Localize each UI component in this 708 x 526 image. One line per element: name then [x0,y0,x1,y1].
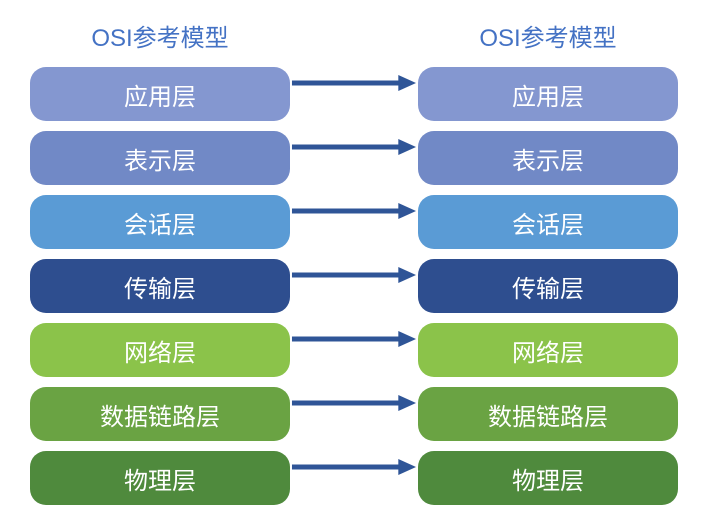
right-layer-3: 传输层 [418,259,678,313]
left-layer-0: 应用层 [30,67,290,121]
right-layer-label-4: 网络层 [512,333,584,368]
right-layer-2: 会话层 [418,195,678,249]
right-layer-label-1: 表示层 [512,141,584,176]
right-layer-label-5: 数据链路层 [488,397,608,432]
right-layer-label-0: 应用层 [512,77,584,112]
left-column: OSI参考模型 应用层表示层会话层传输层网络层数据链路层物理层 [30,18,290,515]
arrow-icon [290,73,418,93]
arrow-3 [290,248,418,302]
arrow-1 [290,120,418,174]
arrow-2 [290,184,418,238]
left-layer-2: 会话层 [30,195,290,249]
left-layer-label-3: 传输层 [124,269,196,304]
left-layer-label-1: 表示层 [124,141,196,176]
left-title: OSI参考模型 [30,18,290,53]
arrow-5 [290,376,418,430]
left-layer-6: 物理层 [30,451,290,505]
arrows-column [290,56,418,504]
right-layer-6: 物理层 [418,451,678,505]
left-layer-label-6: 物理层 [124,461,196,496]
left-layer-5: 数据链路层 [30,387,290,441]
left-layer-label-4: 网络层 [124,333,196,368]
left-layer-label-2: 会话层 [124,205,196,240]
arrow-icon [290,393,418,413]
right-layer-label-2: 会话层 [512,205,584,240]
left-layer-3: 传输层 [30,259,290,313]
right-layer-label-6: 物理层 [512,461,584,496]
left-layer-label-0: 应用层 [124,77,196,112]
right-layer-1: 表示层 [418,131,678,185]
arrow-icon [290,137,418,157]
arrow-0 [290,56,418,110]
right-layer-0: 应用层 [418,67,678,121]
arrow-icon [290,457,418,477]
arrow-icon [290,329,418,349]
arrow-6 [290,440,418,494]
right-layer-4: 网络层 [418,323,678,377]
right-column: OSI参考模型 应用层表示层会话层传输层网络层数据链路层物理层 [418,18,678,515]
left-layer-4: 网络层 [30,323,290,377]
left-layer-label-5: 数据链路层 [100,397,220,432]
right-layer-label-3: 传输层 [512,269,584,304]
right-layer-5: 数据链路层 [418,387,678,441]
osi-diagram: OSI参考模型 应用层表示层会话层传输层网络层数据链路层物理层 OSI参考模型 … [0,0,708,526]
left-layer-1: 表示层 [30,131,290,185]
right-title: OSI参考模型 [418,18,678,53]
arrow-4 [290,312,418,366]
arrow-icon [290,265,418,285]
arrow-icon [290,201,418,221]
